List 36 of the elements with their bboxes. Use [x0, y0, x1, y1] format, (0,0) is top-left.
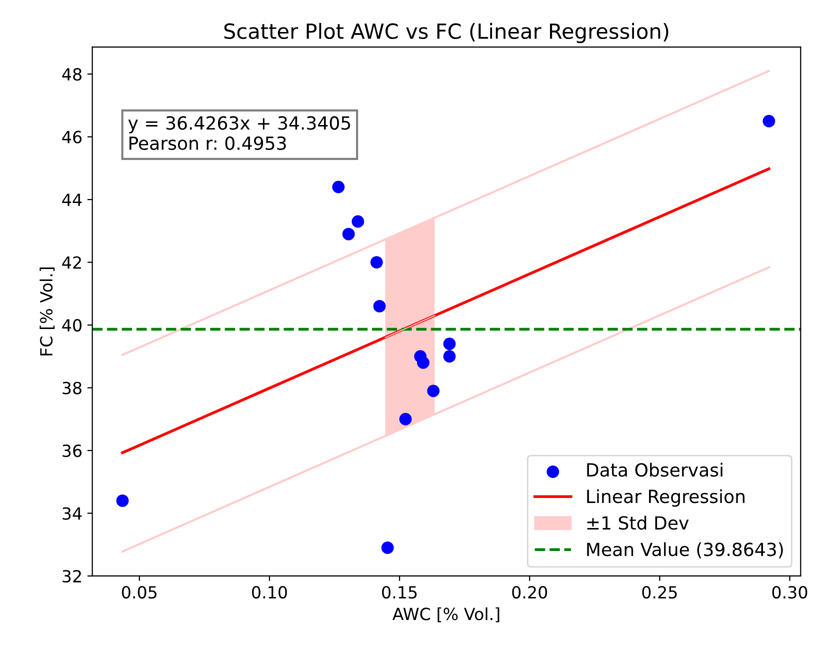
- y-tick-label: 44: [62, 194, 82, 206]
- x-axis-title: AWC [% Vol.]: [392, 607, 500, 622]
- point: [116, 494, 129, 507]
- y-tick-label: 32: [62, 570, 81, 583]
- x-tick-label: 0.25: [642, 586, 677, 599]
- point: [427, 384, 440, 398]
- point: [373, 300, 386, 312]
- y-tick-label: 40: [62, 318, 82, 332]
- y-tick-label: 48: [62, 68, 82, 81]
- y-tick-label: 36: [62, 444, 82, 458]
- chart-title: Scatter Plot AWC vs FC (Linear Regression): [224, 22, 668, 44]
- y-tick-label: 46: [62, 130, 82, 144]
- annotation: y = 36.4263x + 34.3405 Pearson r: 0.4953: [128, 116, 350, 150]
- point: [342, 228, 355, 240]
- legend-label: Linear Regression: [587, 489, 744, 507]
- x-tick-label: 0.30: [772, 586, 808, 599]
- point: [332, 180, 345, 194]
- point: [416, 356, 430, 369]
- point: [352, 215, 364, 228]
- y-tick-label: 38: [62, 382, 82, 394]
- y-axis-title: FC [% Vol.]: [40, 268, 55, 356]
- x-tick-label: 0.10: [252, 586, 287, 599]
- y-tick-label: 42: [62, 256, 81, 269]
- x-tick-label: 0.15: [382, 586, 417, 599]
- point: [381, 542, 394, 554]
- y-tick-label: 34: [62, 507, 82, 520]
- legend-label: Mean Value (39.8643): [587, 542, 783, 558]
- x-tick-label: 0.05: [122, 586, 157, 599]
- point: [370, 256, 383, 268]
- point: [443, 338, 456, 350]
- legend-label: Data Observasi: [587, 462, 722, 477]
- point: [443, 350, 456, 363]
- legend-label: ±1 Std Dev: [587, 516, 689, 530]
- point: [399, 412, 412, 426]
- point: [762, 114, 776, 128]
- x-tick-label: 0.20: [512, 586, 548, 599]
